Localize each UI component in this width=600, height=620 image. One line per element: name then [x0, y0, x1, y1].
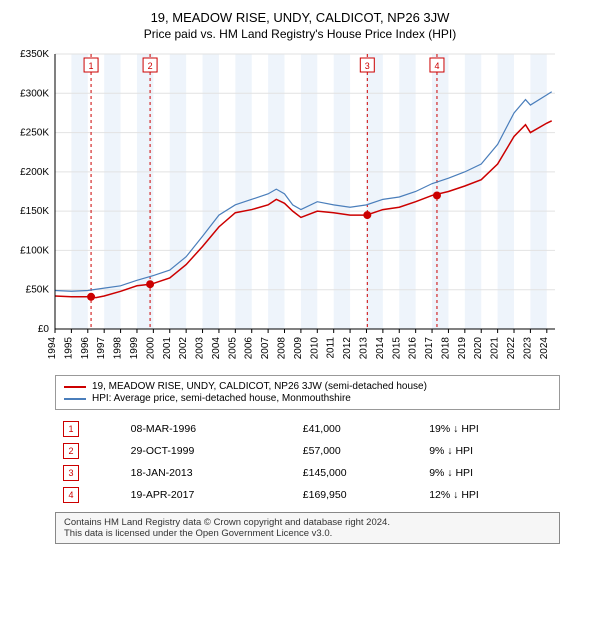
svg-text:£250K: £250K [20, 128, 49, 139]
svg-text:2020: 2020 [473, 337, 484, 360]
sale-price: £169,950 [295, 484, 421, 506]
svg-text:1999: 1999 [129, 337, 140, 360]
chart-title: 19, MEADOW RISE, UNDY, CALDICOT, NP26 3J… [10, 10, 590, 25]
svg-text:2012: 2012 [342, 337, 353, 360]
sale-price: £145,000 [295, 462, 421, 484]
svg-text:2002: 2002 [178, 337, 189, 360]
svg-text:2008: 2008 [277, 337, 288, 360]
svg-text:£200K: £200K [20, 167, 49, 178]
table-row: 4 19-APR-2017£169,95012% ↓ HPI [55, 484, 560, 506]
chart-subtitle: Price paid vs. HM Land Registry's House … [10, 27, 590, 41]
footer-line-1: Contains HM Land Registry data © Crown c… [64, 517, 551, 528]
svg-text:2013: 2013 [358, 337, 369, 360]
svg-text:2011: 2011 [326, 337, 337, 359]
svg-text:2001: 2001 [162, 337, 173, 360]
sale-diff: 19% ↓ HPI [421, 418, 560, 440]
legend-item: HPI: Average price, semi-detached house,… [64, 393, 551, 404]
sale-marker-badge: 3 [63, 465, 79, 481]
svg-text:2007: 2007 [260, 337, 271, 360]
table-row: 3 18-JAN-2013£145,0009% ↓ HPI [55, 462, 560, 484]
svg-text:2009: 2009 [293, 337, 304, 360]
svg-text:2014: 2014 [375, 337, 386, 360]
table-row: 2 29-OCT-1999£57,0009% ↓ HPI [55, 440, 560, 462]
svg-text:2015: 2015 [391, 337, 402, 360]
svg-text:1: 1 [89, 61, 94, 71]
svg-text:1995: 1995 [63, 337, 74, 360]
legend-label: HPI: Average price, semi-detached house,… [92, 393, 351, 404]
svg-text:2004: 2004 [211, 337, 222, 360]
svg-text:2: 2 [148, 61, 153, 71]
sale-date: 19-APR-2017 [123, 484, 295, 506]
legend-label: 19, MEADOW RISE, UNDY, CALDICOT, NP26 3J… [92, 381, 427, 392]
svg-text:£0: £0 [38, 324, 50, 335]
svg-text:£300K: £300K [20, 88, 49, 99]
svg-text:1997: 1997 [96, 337, 107, 360]
footer-attribution: Contains HM Land Registry data © Crown c… [55, 512, 560, 544]
sale-marker-badge: 1 [63, 421, 79, 437]
legend-swatch [64, 386, 86, 388]
svg-text:4: 4 [434, 61, 439, 71]
svg-text:2000: 2000 [145, 337, 156, 360]
svg-text:£50K: £50K [26, 285, 50, 296]
sale-date: 08-MAR-1996 [123, 418, 295, 440]
svg-text:2019: 2019 [457, 337, 468, 360]
sale-diff: 9% ↓ HPI [421, 440, 560, 462]
svg-text:2016: 2016 [408, 337, 419, 360]
chart-container: £0 £50K £100K £150K £200K £250K £300K £350K 1994… [10, 49, 590, 369]
svg-text:2005: 2005 [227, 337, 238, 360]
svg-text:2023: 2023 [522, 337, 533, 360]
svg-text:2006: 2006 [244, 337, 255, 360]
sale-marker-badge: 4 [63, 487, 79, 503]
svg-text:£100K: £100K [20, 245, 49, 256]
sale-price: £41,000 [295, 418, 421, 440]
sale-price: £57,000 [295, 440, 421, 462]
svg-text:1994: 1994 [47, 337, 58, 360]
svg-text:2017: 2017 [424, 337, 435, 360]
legend-item: 19, MEADOW RISE, UNDY, CALDICOT, NP26 3J… [64, 381, 551, 392]
svg-text:2024: 2024 [539, 337, 550, 360]
svg-text:1998: 1998 [113, 337, 124, 360]
sales-table: 1 08-MAR-1996£41,00019% ↓ HPI 2 29-OCT-1999… [55, 418, 560, 506]
footer-line-2: This data is licensed under the Open Gov… [64, 528, 551, 539]
svg-text:1996: 1996 [80, 337, 91, 360]
svg-text:3: 3 [365, 61, 370, 71]
line-chart: £0 £50K £100K £150K £200K £250K £300K £350K 1994… [10, 49, 570, 369]
svg-text:2021: 2021 [490, 337, 501, 360]
legend: 19, MEADOW RISE, UNDY, CALDICOT, NP26 3J… [55, 375, 560, 410]
svg-text:2022: 2022 [506, 337, 517, 360]
sale-diff: 12% ↓ HPI [421, 484, 560, 506]
sale-marker-badge: 2 [63, 443, 79, 459]
sale-date: 18-JAN-2013 [123, 462, 295, 484]
sale-date: 29-OCT-1999 [123, 440, 295, 462]
svg-text:2003: 2003 [195, 337, 206, 360]
svg-text:£150K: £150K [20, 206, 49, 217]
sale-diff: 9% ↓ HPI [421, 462, 560, 484]
svg-text:2010: 2010 [309, 337, 320, 360]
table-row: 1 08-MAR-1996£41,00019% ↓ HPI [55, 418, 560, 440]
svg-text:2018: 2018 [440, 337, 451, 360]
legend-swatch [64, 398, 86, 400]
svg-text:£350K: £350K [20, 49, 49, 60]
